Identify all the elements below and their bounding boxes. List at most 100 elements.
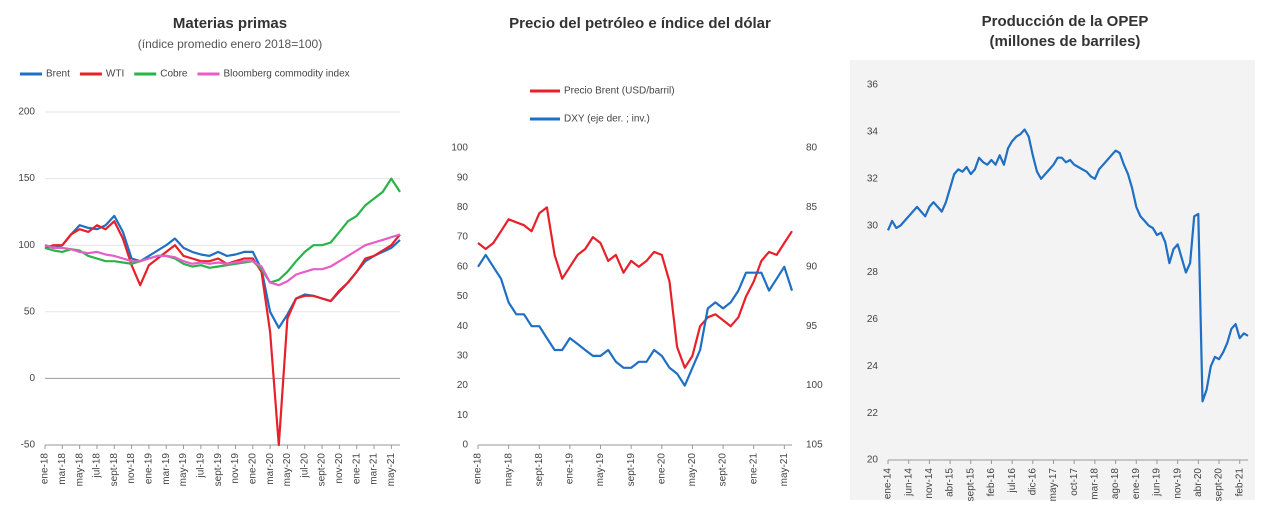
y2-tick-label: 90 — [806, 261, 818, 272]
y-tick-label: 50 — [24, 306, 36, 317]
y-tick-label: 100 — [451, 143, 468, 154]
x-tick-label: nov-19 — [230, 453, 241, 484]
x-tick-label: sept-18 — [534, 453, 545, 487]
series-line — [45, 216, 400, 328]
y-tick-label: 40 — [457, 321, 469, 332]
y-tick-label: 28 — [867, 267, 879, 278]
x-tick-label: mar-20 — [265, 453, 276, 485]
y-tick-label: 60 — [457, 261, 469, 272]
y-tick-label: 70 — [457, 232, 469, 243]
x-tick-label: abr-15 — [945, 468, 956, 497]
y2-tick-label: 85 — [806, 202, 818, 213]
x-tick-label: ene-21 — [748, 453, 759, 485]
x-tick-label: nov-18 — [126, 453, 137, 484]
x-tick-label: jun-19 — [1152, 468, 1163, 497]
x-tick-label: may-19 — [595, 453, 606, 487]
legend-label: DXY (eje der. ; inv.) — [564, 114, 650, 125]
x-tick-label: may-21 — [386, 453, 397, 487]
y-tick-label: 0 — [462, 440, 468, 451]
x-tick-label: mar-18 — [57, 453, 68, 485]
x-tick-label: jul-18 — [92, 453, 103, 479]
x-tick-label: feb-16 — [986, 468, 997, 497]
y-tick-label: 20 — [867, 455, 879, 466]
series-line — [45, 179, 400, 283]
x-tick-label: nov-20 — [334, 453, 345, 484]
x-tick-label: sept-18 — [109, 453, 120, 487]
x-tick-label: ene-20 — [656, 453, 667, 485]
x-tick-label: may-20 — [687, 453, 698, 487]
y-tick-label: 22 — [867, 408, 879, 419]
x-tick-label: dic-16 — [1027, 468, 1038, 496]
x-tick-label: ene-19 — [1131, 468, 1142, 500]
legend-label: WTI — [106, 69, 124, 80]
x-tick-label: mar-21 — [369, 453, 380, 485]
x-tick-label: ene-19 — [144, 453, 155, 485]
x-tick-label: ago-18 — [1110, 468, 1121, 500]
x-tick-label: sept-20 — [718, 453, 729, 487]
x-tick-label: sept-19 — [213, 453, 224, 487]
y2-tick-label: 105 — [806, 440, 823, 451]
x-tick-label: ene-20 — [247, 453, 258, 485]
x-tick-label: nov-14 — [924, 468, 935, 499]
chart-subtitle: (índice promedio enero 2018=100) — [60, 37, 400, 51]
x-tick-label: may-18 — [503, 453, 514, 487]
x-tick-label: sept-15 — [965, 468, 976, 502]
y-tick-label: 26 — [867, 314, 879, 325]
x-tick-label: may-18 — [74, 453, 85, 487]
chart-title: Producción de la OPEP — [900, 12, 1230, 31]
y2-tick-label: 80 — [806, 143, 818, 154]
y-tick-label: 0 — [29, 373, 35, 384]
legend-label: Cobre — [160, 69, 188, 80]
x-tick-label: ene-18 — [40, 453, 51, 485]
page: -50050100150200ene-18mar-18may-18jul-18s… — [0, 0, 1264, 514]
x-tick-label: ene-19 — [565, 453, 576, 485]
y-tick-label: 30 — [457, 351, 469, 362]
x-tick-label: mar-19 — [161, 453, 172, 485]
series-line — [478, 207, 792, 367]
x-tick-label: ene-14 — [883, 468, 894, 500]
chart-title: Materias primas — [80, 14, 380, 33]
y-tick-label: 50 — [457, 291, 469, 302]
chart-title: Precio del petróleo e índice del dólar — [485, 14, 795, 33]
x-tick-label: jun-14 — [903, 468, 914, 497]
x-tick-label: sept-19 — [626, 453, 637, 487]
y-tick-label: 30 — [867, 220, 879, 231]
y-tick-label: 90 — [457, 172, 469, 183]
y-tick-label: 20 — [457, 380, 469, 391]
y-tick-label: 24 — [867, 361, 879, 372]
y-tick-label: -50 — [21, 440, 36, 451]
y-tick-label: 10 — [457, 410, 469, 421]
x-tick-label: nov-19 — [1172, 468, 1183, 499]
y2-tick-label: 95 — [806, 321, 818, 332]
y-tick-label: 34 — [867, 127, 879, 138]
x-tick-label: sept-20 — [1214, 468, 1225, 502]
y-tick-label: 32 — [867, 173, 879, 184]
x-tick-label: may-17 — [1048, 468, 1059, 502]
x-tick-label: jul-19 — [195, 453, 206, 479]
x-tick-label: ene-18 — [473, 453, 484, 485]
y-tick-label: 150 — [18, 173, 35, 184]
x-tick-label: may-19 — [178, 453, 189, 487]
legend-label: Brent — [46, 69, 70, 80]
x-tick-label: feb-21 — [1234, 468, 1245, 497]
x-tick-label: ene-21 — [351, 453, 362, 485]
x-tick-label: oct-17 — [1069, 468, 1080, 496]
x-tick-label: may-21 — [779, 453, 790, 487]
y2-tick-label: 100 — [806, 380, 823, 391]
series-line — [478, 255, 792, 386]
y-tick-label: 80 — [457, 202, 469, 213]
x-tick-label: may-20 — [282, 453, 293, 487]
y-tick-label: 100 — [18, 240, 35, 251]
x-tick-label: sept-20 — [317, 453, 328, 487]
legend-label: Bloomberg commodity index — [223, 69, 349, 80]
x-tick-label: mar-18 — [1090, 468, 1101, 500]
panel-background — [850, 60, 1255, 500]
x-tick-label: jul-16 — [1007, 468, 1018, 494]
legend-label: Precio Brent (USD/barril) — [564, 86, 675, 97]
x-tick-label: abr-20 — [1193, 468, 1204, 497]
y-tick-label: 36 — [867, 80, 879, 91]
y-tick-label: 200 — [18, 107, 35, 118]
x-tick-label: jul-20 — [299, 453, 310, 479]
chart-subtitle: (millones de barriles) — [900, 32, 1230, 51]
charts: -50050100150200ene-18mar-18may-18jul-18s… — [0, 0, 1264, 514]
